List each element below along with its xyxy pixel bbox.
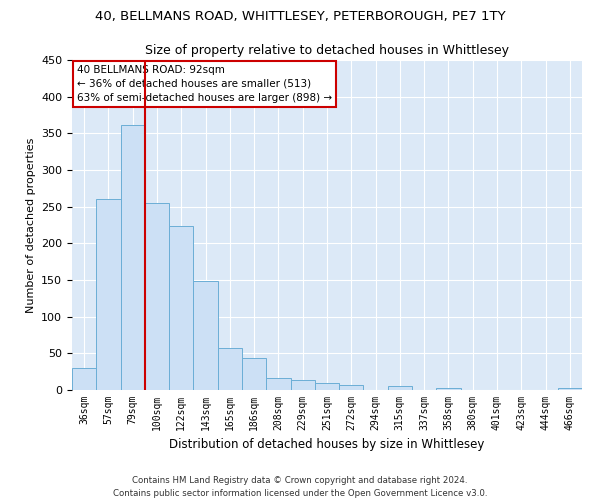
Bar xyxy=(290,380,315,390)
Bar xyxy=(121,124,145,390)
Bar xyxy=(315,382,339,390)
Text: Contains HM Land Registry data © Crown copyright and database right 2024.
Contai: Contains HM Land Registry data © Crown c… xyxy=(113,476,487,498)
Bar xyxy=(388,386,412,390)
Title: Size of property relative to detached houses in Whittlesey: Size of property relative to detached ho… xyxy=(145,44,509,58)
Bar xyxy=(218,348,242,390)
Text: 40 BELLMANS ROAD: 92sqm
← 36% of detached houses are smaller (513)
63% of semi-d: 40 BELLMANS ROAD: 92sqm ← 36% of detache… xyxy=(77,65,332,103)
Bar xyxy=(339,385,364,390)
Bar xyxy=(242,358,266,390)
Bar xyxy=(558,388,582,390)
Y-axis label: Number of detached properties: Number of detached properties xyxy=(26,138,35,312)
Bar xyxy=(266,378,290,390)
Bar xyxy=(72,368,96,390)
Bar xyxy=(169,226,193,390)
Bar xyxy=(436,388,461,390)
Bar xyxy=(193,282,218,390)
X-axis label: Distribution of detached houses by size in Whittlesey: Distribution of detached houses by size … xyxy=(169,438,485,452)
Bar xyxy=(96,200,121,390)
Bar xyxy=(145,203,169,390)
Text: 40, BELLMANS ROAD, WHITTLESEY, PETERBOROUGH, PE7 1TY: 40, BELLMANS ROAD, WHITTLESEY, PETERBORO… xyxy=(95,10,505,23)
